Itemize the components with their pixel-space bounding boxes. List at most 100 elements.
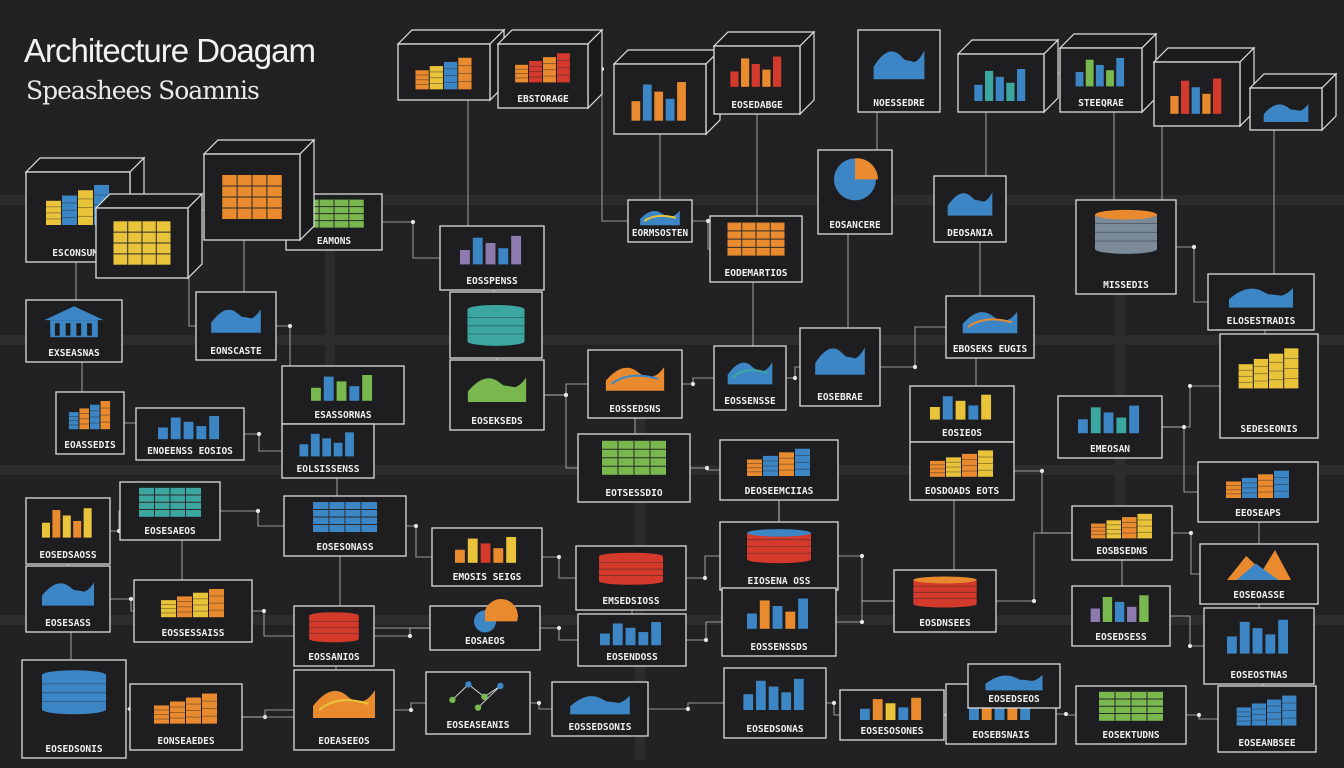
node-n3[interactable]: [612, 48, 722, 136]
cube-top: [712, 31, 816, 47]
node-n13[interactable]: [202, 138, 316, 242]
node-n50[interactable]: EOSSESSAISS: [133, 579, 253, 643]
node-n38[interactable]: EOSDOADS EOTS: [909, 441, 1015, 501]
node-n40[interactable]: EOSEDSAOSS: [25, 497, 111, 565]
node-label: EOSEKTUDNS: [1102, 730, 1159, 741]
mountain-icon: [1227, 550, 1291, 580]
bar-chart-icon: [1227, 619, 1289, 654]
node-n11[interactable]: [94, 192, 204, 280]
node-n60[interactable]: EOSEASEANIS: [425, 671, 531, 735]
connector-dot: [1181, 424, 1187, 430]
node-n61[interactable]: EOSSEDSONIS: [551, 681, 649, 737]
node-n9[interactable]: [1248, 72, 1338, 132]
database-icon: [1095, 209, 1157, 254]
node-n62[interactable]: EOSEDSONAS: [723, 667, 827, 739]
node-label: EORMSOSTEN: [632, 228, 689, 239]
node-n59[interactable]: EOEASEEOS: [293, 669, 395, 751]
node-n66[interactable]: EOSEANBSEE: [1217, 685, 1317, 753]
grid-icon: [602, 440, 666, 475]
node-label: EOSSEDSNS: [609, 404, 661, 415]
node-n58[interactable]: EONSEAEDES: [129, 683, 243, 751]
node-n26[interactable]: EOSSENSSE: [713, 345, 787, 411]
node-label: EOSANCERE: [829, 220, 881, 231]
node-n34[interactable]: EOTSESSDIO: [577, 433, 691, 503]
node-n24[interactable]: EOSEKSEDS: [449, 359, 545, 431]
node-n56[interactable]: EOSEOSTNAS: [1203, 607, 1315, 685]
node-n53[interactable]: EOSENDOSS: [577, 613, 687, 667]
stacked-bars-icon: [1091, 513, 1152, 539]
node-n17[interactable]: EORMSOSTEN: [627, 199, 693, 243]
bar-chart-icon: [41, 508, 92, 538]
node-n22[interactable]: EXSEASNAS: [25, 299, 123, 363]
database-icon: [599, 552, 663, 585]
node-n5[interactable]: NOESSEDRE: [857, 29, 941, 113]
node-n15[interactable]: [449, 291, 543, 359]
connector-dot: [792, 375, 798, 381]
node-n28[interactable]: EBOSEKS EUGIS: [945, 295, 1035, 359]
node-label: EOSDNSEES: [919, 618, 971, 629]
node-n31[interactable]: EOASSEDIS: [55, 391, 125, 455]
node-n20[interactable]: MISSEDIS: [1075, 199, 1177, 295]
node-n19[interactable]: DEOSANIA: [933, 175, 1007, 243]
connector-dot: [556, 625, 562, 631]
node-label: EOSEDSESS: [1095, 632, 1147, 643]
node-label: EBSTORAGE: [517, 94, 569, 105]
cube-top: [1248, 73, 1338, 89]
node-n49[interactable]: EOSESASS: [25, 565, 111, 633]
node-n39[interactable]: EEOSEAPS: [1197, 461, 1319, 523]
node-n14[interactable]: EOSSPENSS: [439, 225, 545, 291]
node-label: EOSBSEDNS: [1096, 546, 1148, 557]
node-n43[interactable]: EMOSIS SEIGS: [431, 527, 543, 587]
database-icon: [42, 670, 106, 715]
node-label: DEOSANIA: [947, 228, 993, 239]
node-label: SEDESEONIS: [1240, 424, 1297, 435]
node-n41[interactable]: EOSESAEOS: [119, 481, 221, 541]
node-n2[interactable]: EBSTORAGE: [496, 28, 604, 110]
node-n44[interactable]: EMSEDSIOSS: [575, 545, 687, 611]
node-label: EOSESOSONES: [861, 726, 924, 737]
node-n67[interactable]: EOSEDSEOS: [967, 663, 1061, 709]
node-n36[interactable]: EOSIEOS: [909, 385, 1015, 443]
diagram-subtitle: Speashees Soamnis: [26, 76, 260, 105]
node-n55[interactable]: EOSEDSESS: [1071, 585, 1171, 647]
node-label: EOSSESSAISS: [162, 628, 225, 639]
bar-chart-icon: [600, 622, 662, 646]
node-n33[interactable]: EOLSISSENSS: [281, 423, 375, 479]
database-icon: [747, 529, 811, 564]
node-n47[interactable]: EOSBSEDNS: [1071, 505, 1173, 561]
connector-dot: [1039, 468, 1045, 474]
node-n65[interactable]: EOSEKTUDNS: [1075, 685, 1187, 745]
node-n32[interactable]: ENOEENSS EOSIOS: [135, 407, 245, 461]
node-n25[interactable]: EOSSEDSNS: [587, 349, 683, 419]
node-n42[interactable]: EOSESONASS: [283, 495, 407, 557]
node-label: EOSESONASS: [316, 542, 373, 553]
node-n7[interactable]: STEEQRAE: [1058, 32, 1158, 114]
grid-icon: [1099, 691, 1163, 721]
node-label: EOEASEEOS: [318, 736, 370, 747]
node-n35[interactable]: DEOSEEMCIIAS: [719, 439, 839, 501]
node-n52[interactable]: EOSAEOS: [429, 598, 541, 651]
stacked-bars-icon: [515, 53, 570, 83]
node-n51[interactable]: EOSSANIOS: [293, 605, 375, 667]
node-n23[interactable]: ESASSORNAS: [281, 365, 405, 425]
node-n63[interactable]: EOSESOSONES: [839, 689, 945, 741]
node-n29[interactable]: ELOSESTRADIS: [1207, 273, 1315, 331]
node-n27[interactable]: EOSEBRAE: [799, 327, 881, 407]
node-n21[interactable]: EONSCASTE: [195, 291, 277, 361]
node-n46[interactable]: EOSDNSEES: [893, 569, 997, 633]
node-n54[interactable]: EOSSENSSDS: [721, 587, 837, 657]
database-icon: [467, 304, 525, 346]
node-n6[interactable]: [956, 38, 1060, 114]
node-n1[interactable]: [396, 28, 506, 102]
node-n18[interactable]: EOSANCERE: [817, 149, 893, 235]
node-n37[interactable]: EMEOSAN: [1057, 395, 1163, 459]
node-n16[interactable]: EODEMARTIOS: [709, 215, 803, 283]
node-n30[interactable]: SEDESEONIS: [1219, 333, 1319, 439]
node-n48[interactable]: EOSEOASSE: [1199, 543, 1319, 605]
node-n4[interactable]: EOSEDABGE: [712, 30, 816, 116]
node-n45[interactable]: EIOSENA OSS: [719, 521, 839, 591]
node-label: EOSEBRAE: [817, 392, 863, 403]
node-n8[interactable]: [1152, 46, 1256, 128]
node-label: EONSEAEDES: [157, 736, 214, 747]
node-n57[interactable]: EOSEDSONIS: [21, 659, 127, 759]
